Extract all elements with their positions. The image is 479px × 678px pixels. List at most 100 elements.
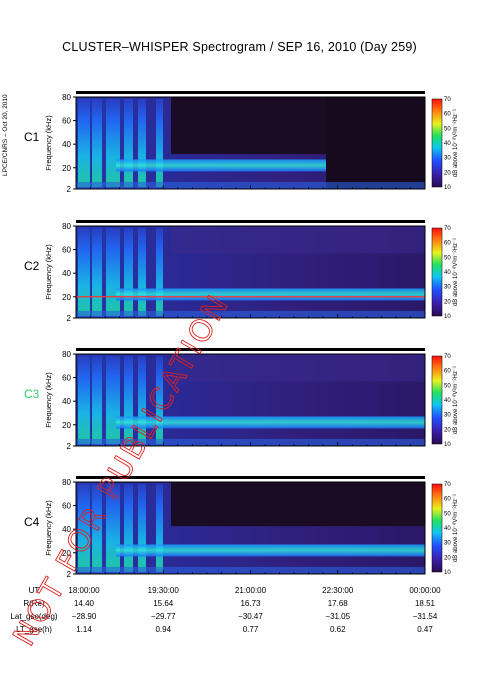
colorbar-tick-label: 30	[444, 285, 451, 291]
colorbar-tick-label: 60	[444, 241, 451, 247]
ephemeris-value: 15.64	[153, 599, 174, 608]
ephemeris-value: 19:30:00	[148, 586, 180, 595]
ephemeris-value: 21:00:00	[235, 586, 267, 595]
spectrogram-data-gap	[326, 97, 425, 189]
spectrogram-burst	[78, 99, 90, 187]
colorbar-tick-label: 20	[444, 170, 451, 176]
colorbar-tick-label: 50	[444, 126, 451, 132]
y-axis-label: Frequency (kHz)	[44, 372, 53, 428]
spectrogram-band	[116, 159, 326, 172]
panel-c2: 80 60 40 20 2 Frequency (kHz) C2 70 60 50 40 30 20 10…	[24, 220, 459, 323]
colorbar-label: dB above 10⁻⁸V²m⁻²Hz⁻¹	[452, 366, 459, 434]
y-axis-label: Frequency (kHz)	[44, 115, 53, 171]
ephemeris-value: 1.14	[76, 625, 92, 634]
y-tick-label: 40	[62, 269, 71, 278]
y-tick-label: 2	[67, 442, 72, 451]
y-tick-label: 20	[62, 421, 71, 430]
colorbar	[431, 98, 443, 188]
panel-top-bar	[76, 220, 425, 223]
y-axis-label: Frequency (kHz)	[44, 500, 53, 556]
panel-top-bar	[76, 91, 425, 94]
panel-label: C3	[24, 387, 40, 401]
y-axis-label: Frequency (kHz)	[44, 244, 53, 300]
y-tick-label: 20	[62, 293, 71, 302]
spectrogram-burst	[124, 484, 133, 572]
ephemeris-value: 0.94	[155, 625, 171, 634]
ephemeris-value: 16.73	[240, 599, 261, 608]
ephemeris-row-name: UT	[29, 586, 40, 595]
spectrogram-burst	[92, 484, 102, 572]
panel-top-bar	[76, 476, 425, 479]
colorbar-tick-label: 50	[444, 511, 451, 517]
colorbar-tick-label: 70	[444, 482, 451, 488]
colorbar-tick-label: 20	[444, 555, 451, 561]
spectrogram-burst	[78, 228, 90, 316]
y-tick-label: 60	[62, 374, 71, 383]
colorbar-tick-label: 50	[444, 383, 451, 389]
colorbar-tick-label: 70	[444, 97, 451, 103]
spectrogram-burst	[78, 356, 90, 444]
spectrogram-burst	[92, 356, 102, 444]
spectrogram-burst	[124, 356, 133, 444]
spectrogram-burst	[138, 99, 146, 187]
colorbar-label: dB above 10⁻⁸V²m⁻²Hz⁻¹	[452, 109, 459, 177]
ephemeris-value: 17.68	[328, 599, 349, 608]
y-tick-label: 40	[62, 140, 71, 149]
ephemeris-value: 18:00:00	[68, 586, 100, 595]
y-tick-label: 2	[67, 314, 72, 323]
colorbar-tick-label: 70	[444, 354, 451, 360]
ephemeris-value: −29.77	[151, 612, 176, 621]
ephemeris-row-name: R(Re)	[23, 599, 45, 608]
spectrogram-burst	[138, 356, 146, 444]
spectrogram-burst	[138, 228, 146, 316]
spectrogram-burst	[92, 99, 102, 187]
spectrogram-burst	[78, 484, 90, 572]
colorbar-tick-label: 60	[444, 369, 451, 375]
colorbar-tick-label: 40	[444, 141, 451, 147]
colorbar-tick-label: 40	[444, 270, 451, 276]
spectrogram-upper-region	[171, 354, 425, 382]
colorbar-tick-label: 30	[444, 541, 451, 547]
spectrogram-burst	[156, 228, 163, 316]
y-tick-label: 60	[62, 117, 71, 126]
spectrogram-burst	[156, 356, 163, 444]
ephemeris-value: −31.05	[325, 612, 350, 621]
y-tick-label: 20	[62, 164, 71, 173]
y-tick-label: 80	[62, 93, 71, 102]
colorbar-tick-label: 40	[444, 398, 451, 404]
colorbar-tick-label: 20	[444, 299, 451, 305]
ephemeris-value: −30.47	[238, 612, 263, 621]
spectrogram-band	[116, 416, 425, 429]
panel-c4: 80 60 40 20 2 Frequency (kHz) C4 70 60 50 40 30 20 10…	[24, 476, 459, 579]
panel-label: C1	[24, 130, 40, 144]
ephemeris-value: 22:30:00	[322, 586, 354, 595]
colorbar-tick-label: 70	[444, 226, 451, 232]
colorbar-tick-label: 20	[444, 427, 451, 433]
y-tick-label: 60	[62, 502, 71, 511]
spectrogram-quiet-region	[171, 482, 425, 527]
spectrogram-burst	[106, 99, 120, 187]
colorbar-tick-label: 10	[444, 570, 451, 576]
colorbar	[431, 227, 443, 317]
spectrogram-burst	[106, 228, 120, 316]
colorbar-tick-label: 10	[444, 442, 451, 448]
colorbar-label: dB above 10⁻⁸V²m⁻²Hz⁻¹	[452, 238, 459, 306]
y-tick-label: 40	[62, 397, 71, 406]
ephemeris-value: 0.77	[243, 625, 259, 634]
spectrogram-band	[116, 288, 425, 301]
spectrogram-burst	[92, 228, 102, 316]
colorbar-tick-label: 60	[444, 112, 451, 118]
spectrogram-burst	[138, 484, 146, 572]
panel-c3: 80 60 40 20 2 Frequency (kHz) C3 70 60 50 40 30 20 10…	[24, 348, 459, 451]
ephemeris-row-name: LT_gse(h)	[16, 625, 52, 634]
colorbar-label: dB above 10⁻⁸V²m⁻²Hz⁻¹	[452, 494, 459, 562]
spectrogram-band	[116, 544, 425, 557]
y-tick-label: 2	[67, 185, 72, 194]
spectrogram-burst	[156, 99, 163, 187]
ephemeris-row-name: Lat_gse(deg)	[10, 612, 57, 621]
colorbar-tick-label: 30	[444, 413, 451, 419]
panel-label: C2	[24, 259, 40, 273]
y-tick-label: 20	[62, 549, 71, 558]
ephemeris-value: 0.47	[417, 625, 433, 634]
